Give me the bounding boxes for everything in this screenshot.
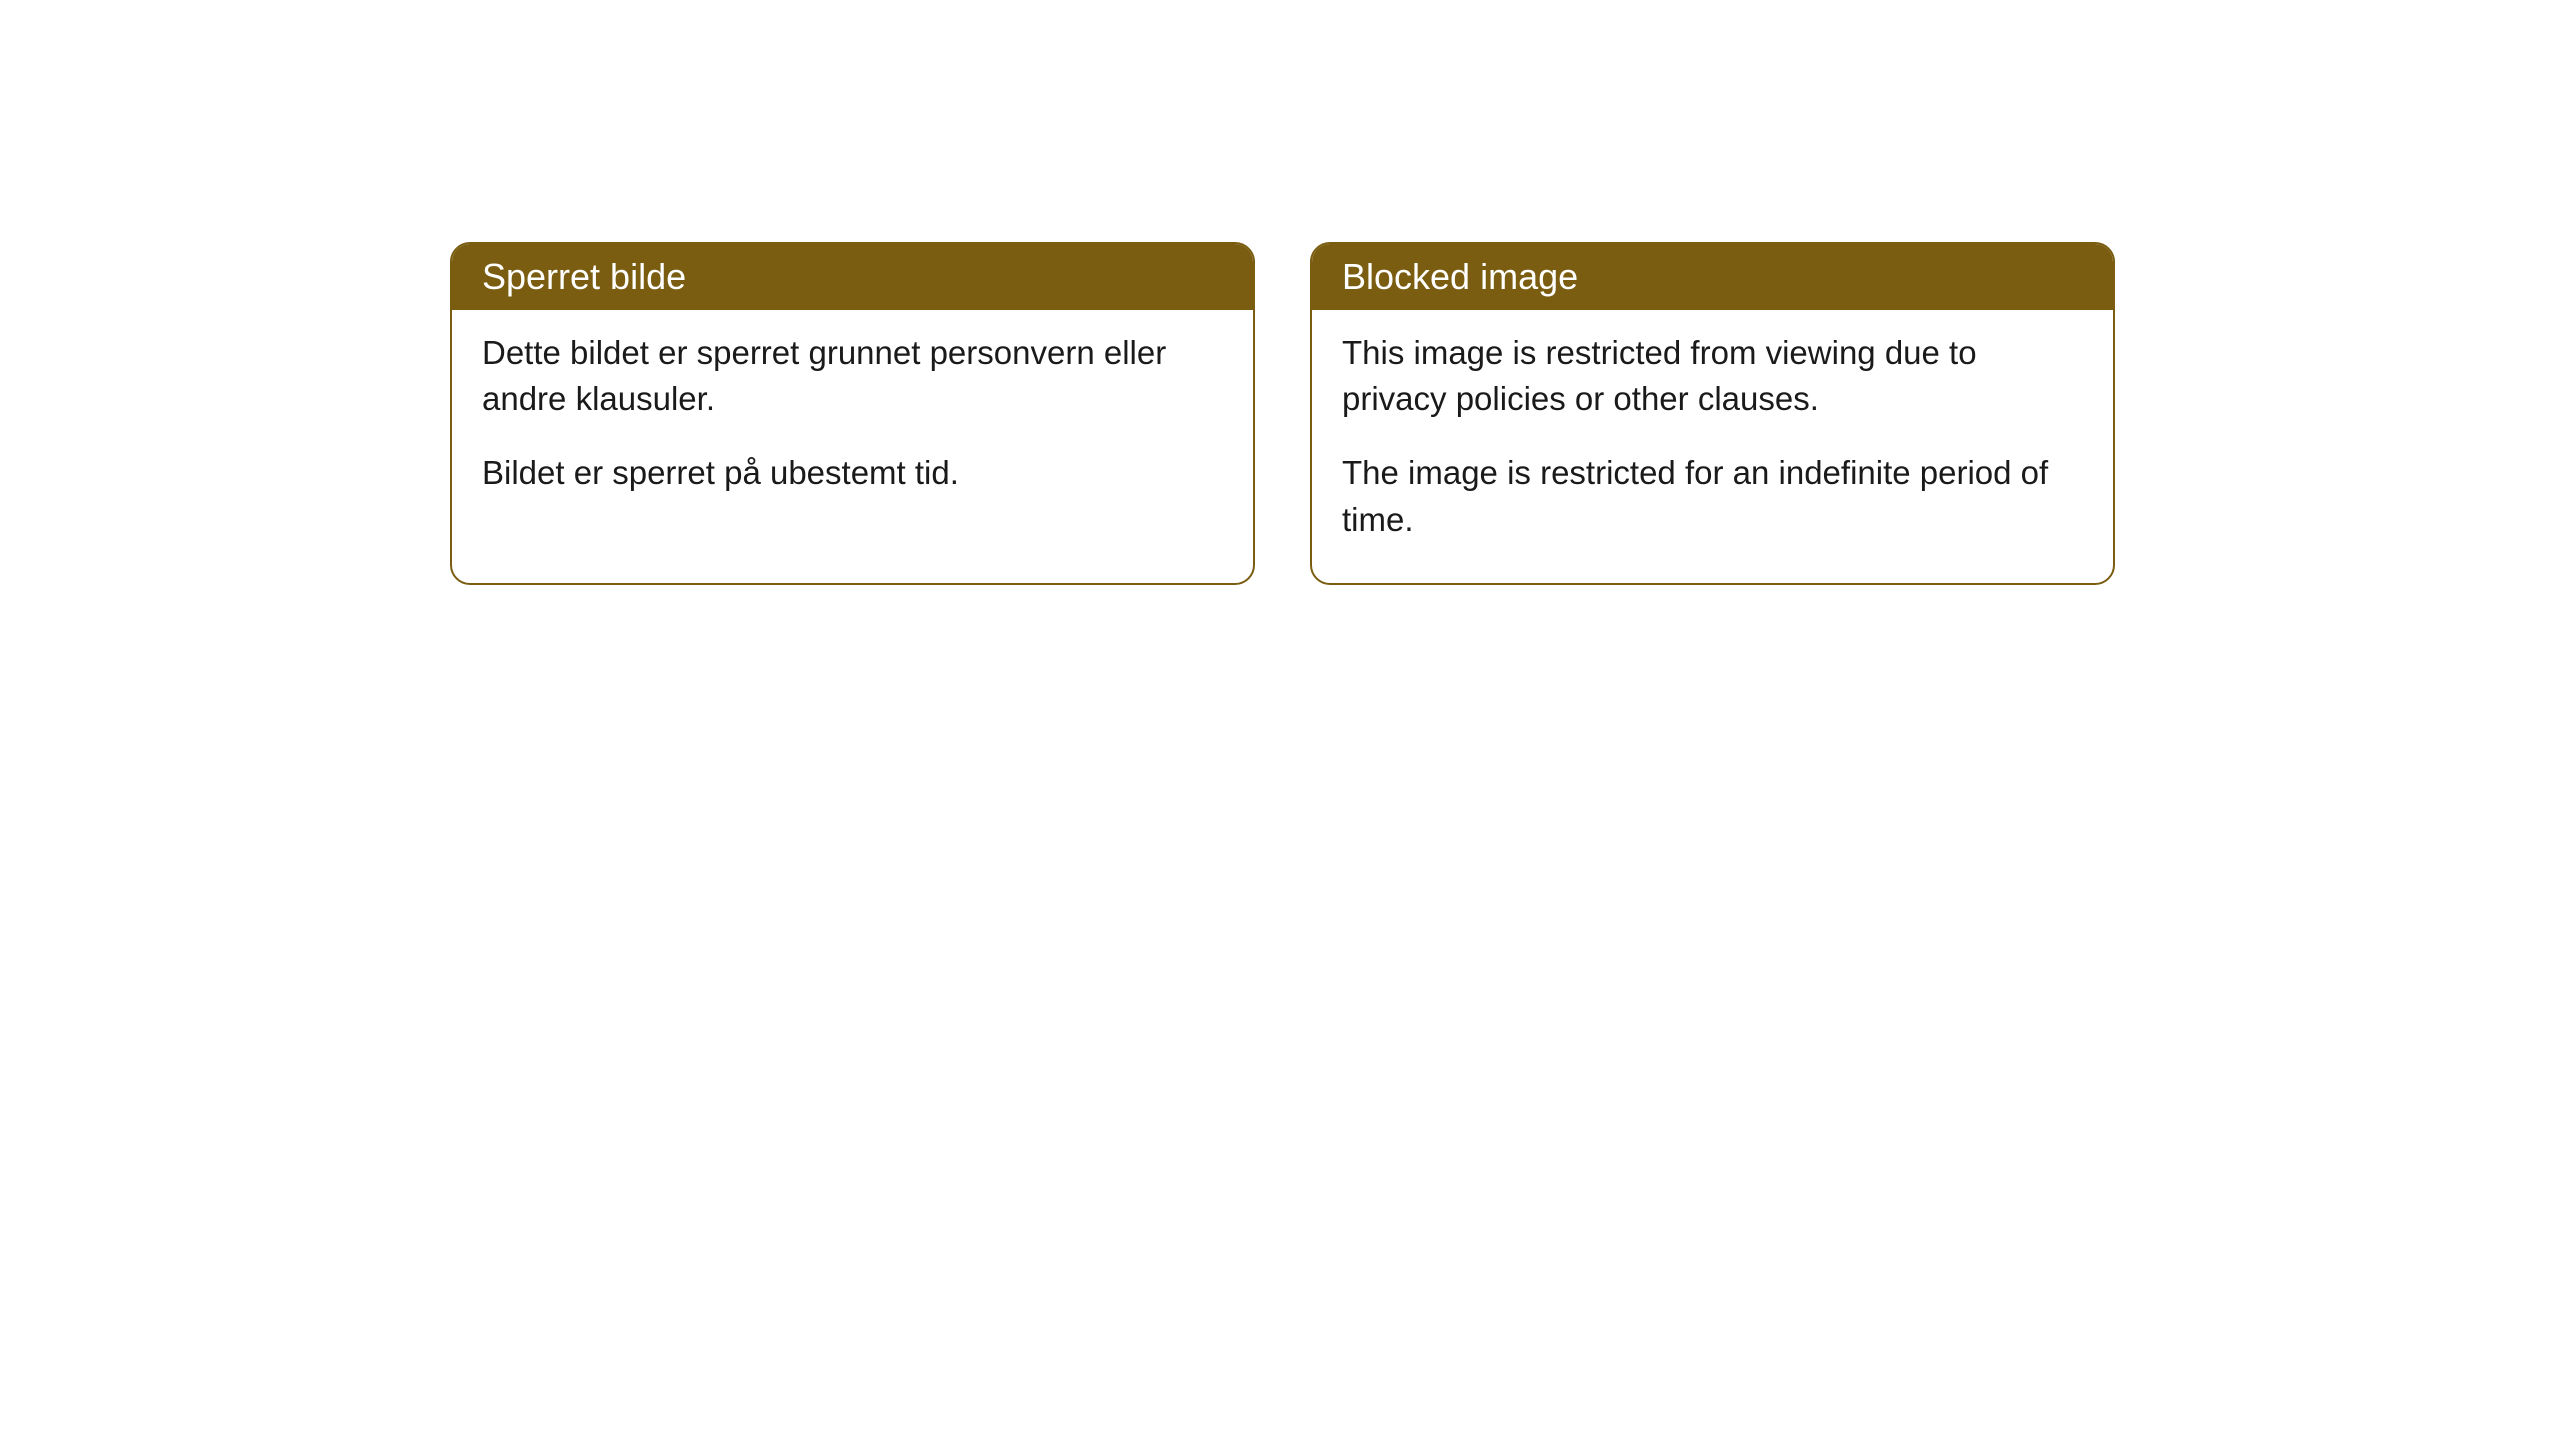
notice-card-english: Blocked image This image is restricted f… [1310, 242, 2115, 585]
card-header: Blocked image [1312, 244, 2113, 310]
card-body: Dette bildet er sperret grunnet personve… [452, 310, 1253, 537]
card-header: Sperret bilde [452, 244, 1253, 310]
card-title: Blocked image [1342, 256, 1578, 297]
card-paragraph-1: Dette bildet er sperret grunnet personve… [482, 330, 1223, 422]
notice-card-norwegian: Sperret bilde Dette bildet er sperret gr… [450, 242, 1255, 585]
card-paragraph-2: The image is restricted for an indefinit… [1342, 450, 2083, 542]
notice-cards-container: Sperret bilde Dette bildet er sperret gr… [450, 242, 2115, 585]
card-title: Sperret bilde [482, 256, 686, 297]
card-paragraph-1: This image is restricted from viewing du… [1342, 330, 2083, 422]
card-paragraph-2: Bildet er sperret på ubestemt tid. [482, 450, 1223, 496]
card-body: This image is restricted from viewing du… [1312, 310, 2113, 583]
